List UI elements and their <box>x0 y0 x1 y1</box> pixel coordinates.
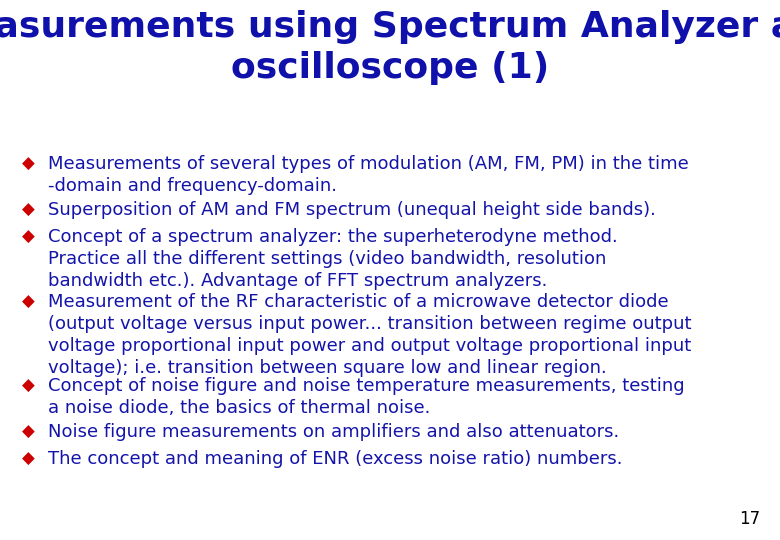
Text: Measurements using Spectrum Analyzer and
oscilloscope (1): Measurements using Spectrum Analyzer and… <box>0 10 780 85</box>
Text: Superposition of AM and FM spectrum (unequal height side bands).: Superposition of AM and FM spectrum (une… <box>48 201 656 219</box>
Text: ◆: ◆ <box>22 201 34 219</box>
Text: Measurements of several types of modulation (AM, FM, PM) in the time
-domain and: Measurements of several types of modulat… <box>48 155 689 195</box>
Text: ◆: ◆ <box>22 228 34 246</box>
Text: Concept of noise figure and noise temperature measurements, testing
a noise diod: Concept of noise figure and noise temper… <box>48 377 685 417</box>
Text: The concept and meaning of ENR (excess noise ratio) numbers.: The concept and meaning of ENR (excess n… <box>48 450 622 468</box>
Text: Concept of a spectrum analyzer: the superheterodyne method.
Practice all the dif: Concept of a spectrum analyzer: the supe… <box>48 228 618 290</box>
Text: ◆: ◆ <box>22 155 34 173</box>
Text: ◆: ◆ <box>22 377 34 395</box>
Text: ◆: ◆ <box>22 450 34 468</box>
Text: Noise figure measurements on amplifiers and also attenuators.: Noise figure measurements on amplifiers … <box>48 423 619 441</box>
Text: ◆: ◆ <box>22 293 34 311</box>
Text: ◆: ◆ <box>22 423 34 441</box>
Text: Measurement of the RF characteristic of a microwave detector diode
(output volta: Measurement of the RF characteristic of … <box>48 293 692 377</box>
Text: 17: 17 <box>739 510 760 528</box>
